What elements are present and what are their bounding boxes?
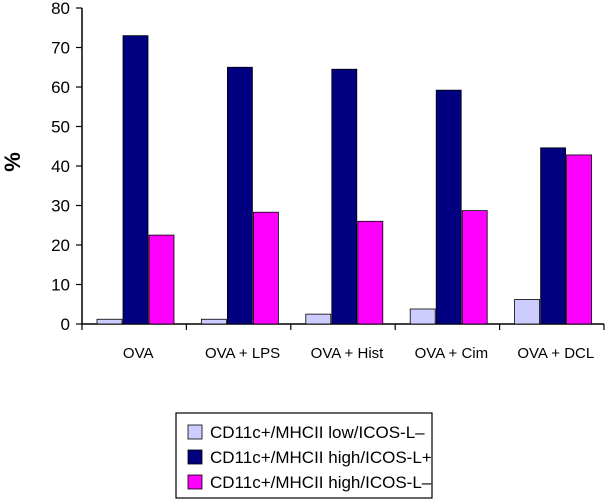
legend-label-2: CD11c+/MHCII high/ICOS-L+	[210, 448, 432, 467]
y-tick-label: 0	[61, 315, 70, 334]
x-tick-label: OVA + Hist	[311, 345, 384, 362]
legend-swatch-3	[187, 474, 203, 490]
legend-box	[175, 412, 433, 499]
legend: CD11c+/MHCII low/ICOS-L– CD11c+/MHCII hig…	[175, 412, 433, 499]
bar-4-3	[461, 210, 488, 325]
bar-4-2	[435, 89, 462, 325]
bar-1-1	[96, 318, 123, 325]
bar-2-1	[200, 318, 227, 325]
y-tick-label: 20	[51, 236, 70, 255]
plot-area: 0 10 20 30 40 50 60 70 80 OVA OVA + LPS OVA + Hist O…	[51, 0, 605, 362]
bar-5-3	[566, 154, 592, 325]
y-tick-label: 70	[51, 39, 70, 58]
y-tick-label: 80	[51, 0, 70, 18]
y-tick-label: 50	[51, 118, 70, 137]
bar-2-2	[226, 66, 253, 325]
bar-5-1	[514, 299, 540, 325]
bar-3-1	[305, 313, 332, 325]
x-tick-label: OVA + DCL	[517, 345, 594, 362]
y-tick-label: 40	[51, 157, 70, 176]
y-tick-label: 60	[51, 78, 70, 97]
bar-3-2	[331, 68, 358, 325]
legend-swatch-2	[187, 449, 203, 465]
y-tick-label: 10	[51, 276, 70, 295]
bar-1-3	[148, 234, 175, 325]
legend-swatch-1	[187, 424, 203, 440]
bar-5-2	[540, 147, 566, 325]
x-tick-label: OVA + Cim	[415, 345, 489, 362]
x-tick-label: OVA + LPS	[205, 345, 280, 362]
legend-label-1: CD11c+/MHCII low/ICOS-L–	[210, 423, 425, 442]
y-tick-label: 30	[51, 197, 70, 216]
x-tick-label: OVA	[123, 345, 154, 362]
bar-3-3	[357, 220, 384, 325]
bar-4-1	[409, 308, 436, 325]
bar-2-3	[252, 211, 279, 325]
bar-1-2	[122, 35, 149, 325]
legend-label-3: CD11c+/MHCII high/ICOS-L–	[210, 473, 432, 492]
y-axis-label: %	[0, 152, 25, 172]
